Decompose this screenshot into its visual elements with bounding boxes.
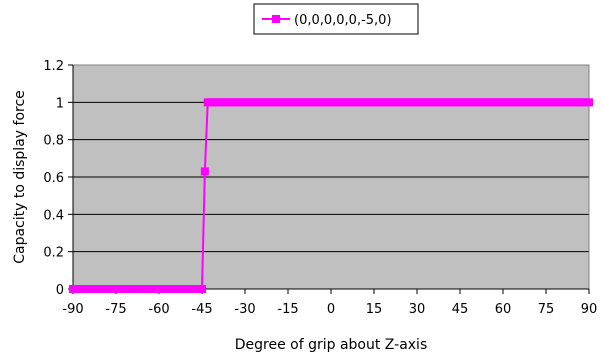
x-tick-label: 30: [409, 302, 426, 317]
y-tick-label: 0.4: [43, 208, 64, 223]
x-tick-label: -15: [277, 302, 298, 317]
series-0: [69, 98, 593, 293]
legend-marker-swatch: [272, 15, 280, 23]
series-0-point: [200, 167, 209, 176]
series-0-point: [585, 98, 593, 107]
legend: (0,0,0,0,0,-5,0): [253, 3, 419, 35]
y-axis-ticks: 0 0.2 0.4 0.6 0.8 1 1.2: [43, 59, 73, 298]
x-axis-title: Degree of grip about Z-axis: [235, 337, 428, 353]
x-tick-label: 0: [327, 302, 335, 317]
y-tick-label: 0: [56, 283, 64, 298]
x-tick-label: 45: [452, 302, 469, 317]
y-tick-label: 0.6: [43, 171, 64, 186]
y-tick-label: 1.2: [43, 59, 64, 74]
series-0-point: [198, 285, 206, 293]
y-tick-label: 0.2: [43, 246, 64, 261]
legend-series-label: (0,0,0,0,0,-5,0): [294, 13, 392, 28]
y-axis-title: Capacity to display force: [12, 90, 28, 264]
x-tick-label: -75: [105, 302, 126, 317]
x-tick-label: 15: [366, 302, 383, 317]
x-tick-label: -30: [234, 302, 255, 317]
x-axis-ticks: -90 -75 -60 -45 -30 -15 0 15 30 45 60 75 90: [62, 289, 597, 317]
x-tick-label: 60: [495, 302, 512, 317]
x-tick-label: 75: [538, 302, 555, 317]
y-tick-label: 1: [56, 96, 64, 111]
y-tick-label: 0.8: [43, 134, 64, 149]
x-tick-label: -60: [148, 302, 169, 317]
x-tick-label: -45: [191, 302, 212, 317]
x-tick-label: -90: [62, 302, 83, 317]
x-tick-label: 90: [581, 302, 598, 317]
